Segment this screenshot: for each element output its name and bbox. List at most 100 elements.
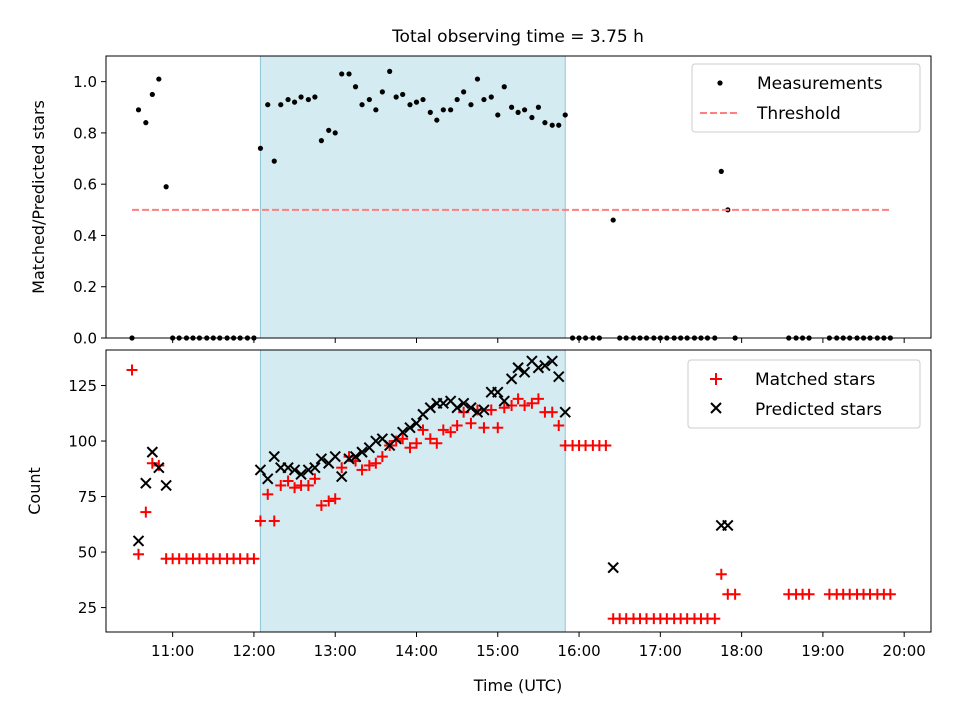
matched-star-point xyxy=(600,439,612,451)
x-tick-label: 17:00 xyxy=(639,642,682,660)
matched-star-point xyxy=(153,459,165,471)
measurement-point xyxy=(434,117,440,123)
matched-star-point xyxy=(465,417,477,429)
predicted-star-point xyxy=(370,435,382,447)
legend-predicted-marker xyxy=(710,402,722,414)
predicted-star-point xyxy=(268,450,280,463)
matched-star-point xyxy=(397,433,409,445)
measurement-point xyxy=(143,120,149,126)
bottom-y-axis-label: Count xyxy=(25,467,44,515)
measurement-point xyxy=(562,112,568,118)
matched-star-point xyxy=(526,397,538,409)
predicted-star-point xyxy=(140,477,152,489)
measurement-point xyxy=(346,71,352,77)
measurement-point xyxy=(529,114,535,121)
top-legend: Measurements Threshold xyxy=(691,63,921,133)
matched-star-point xyxy=(140,506,152,518)
matched-star-point xyxy=(451,419,463,431)
measurement-point xyxy=(468,102,474,108)
legend-threshold-label: Threshold xyxy=(756,104,841,124)
measurement-point xyxy=(156,76,162,82)
top-y-axis-label: Matched/Predicted stars xyxy=(29,100,48,294)
bottom-y-tick-label: 125 xyxy=(68,377,97,395)
measurement-point xyxy=(718,168,724,174)
matched-star-point xyxy=(268,515,280,527)
x-tick-label: 11:00 xyxy=(151,642,194,660)
predicted-star-point xyxy=(457,397,470,409)
measurement-point xyxy=(610,217,616,223)
predicted-star-point xyxy=(343,453,355,465)
matched-star-point xyxy=(390,435,402,447)
matched-star-point xyxy=(553,419,565,431)
matched-star-point xyxy=(282,475,294,487)
top-y-tick-label: 1.0 xyxy=(73,73,97,91)
top-legend-box xyxy=(691,63,921,133)
bottom-y-tick-label: 25 xyxy=(78,599,97,617)
measurement-point xyxy=(542,120,548,126)
measurement-point xyxy=(379,89,385,95)
x-tick-label: 15:00 xyxy=(476,642,519,660)
predicted-star-point xyxy=(437,397,450,409)
predicted-star-point xyxy=(329,450,341,463)
predicted-star-point xyxy=(302,464,315,476)
bottom-y-tick-label: 100 xyxy=(68,433,97,451)
top-chart-title: Total observing time = 3.75 h xyxy=(391,27,644,47)
predicted-star-point xyxy=(532,362,545,374)
predicted-star-point xyxy=(546,355,558,367)
predicted-star-point xyxy=(288,464,301,476)
x-tick-label: 16:00 xyxy=(557,642,600,660)
legend-predicted-label: Predicted stars xyxy=(755,400,882,420)
predicted-star-point xyxy=(424,402,437,414)
measurement-point xyxy=(448,107,454,113)
matched-star-point xyxy=(437,424,449,436)
measurement-point xyxy=(454,96,460,103)
measurement-point xyxy=(285,96,291,103)
predicted-star-point xyxy=(315,453,328,465)
matched-star-point xyxy=(146,457,158,469)
predicted-star-point xyxy=(722,519,734,532)
predicted-star-point xyxy=(465,402,477,414)
predicted-star-point xyxy=(559,406,571,418)
top-y-tick-label: 0.2 xyxy=(73,278,97,296)
bottom-legend: Matched stars Predicted stars xyxy=(687,359,921,429)
measurement-point xyxy=(481,96,487,103)
predicted-star-point xyxy=(539,359,551,372)
x-axis-label: Time (UTC) xyxy=(473,676,562,695)
measurement-point xyxy=(427,109,433,115)
matched-star-point xyxy=(289,482,301,494)
predicted-star-point xyxy=(254,464,267,476)
x-tick-label: 18:00 xyxy=(720,642,763,660)
predicted-star-point xyxy=(262,473,274,485)
measurement-point xyxy=(549,122,555,128)
predicted-star-point xyxy=(553,370,565,383)
measurement-point xyxy=(332,130,338,136)
predicted-star-point xyxy=(451,402,463,414)
matched-star-point xyxy=(532,393,544,405)
measurement-point xyxy=(326,127,332,133)
top-data-marks xyxy=(129,68,893,341)
matched-star-point xyxy=(715,568,727,580)
top-axes-ticks: 0.0 0.2 0.4 0.6 0.8 1.0 xyxy=(73,73,905,348)
predicted-star-point xyxy=(132,535,145,547)
matched-star-point xyxy=(492,422,504,434)
measurement-point xyxy=(501,84,507,90)
predicted-star-point xyxy=(153,461,165,474)
matched-star-point xyxy=(445,426,457,438)
legend-matched-label: Matched stars xyxy=(755,370,875,390)
matched-star-point xyxy=(254,515,266,527)
measurement-point xyxy=(488,94,494,100)
bottom-observing-window-shade xyxy=(259,349,566,633)
predicted-star-point xyxy=(349,450,362,463)
measurement-point xyxy=(508,104,515,110)
matched-star-point xyxy=(356,464,368,476)
matched-star-point xyxy=(498,402,510,414)
measurement-point xyxy=(312,94,318,100)
measurement-point xyxy=(535,104,542,110)
top-y-tick-label: 0.6 xyxy=(73,176,97,194)
matched-star-point xyxy=(336,462,348,474)
predicted-star-point xyxy=(471,406,484,418)
top-panel: 0.0 0.2 0.4 0.6 0.8 1.0 Matched/Predicted sta… xyxy=(29,55,932,348)
matched-star-point xyxy=(729,588,741,600)
predicted-star-point xyxy=(160,479,172,492)
